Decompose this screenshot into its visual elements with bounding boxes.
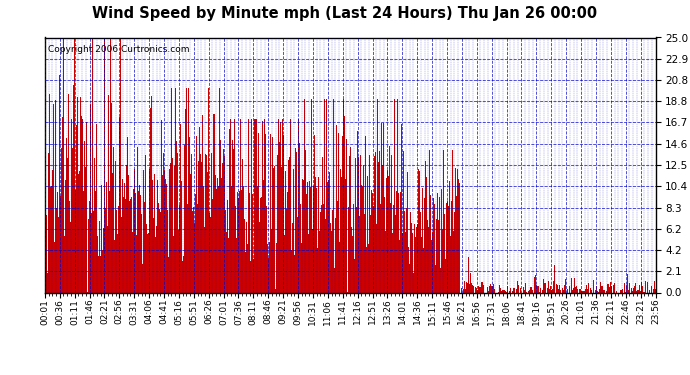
Text: Wind Speed by Minute mph (Last 24 Hours) Thu Jan 26 00:00: Wind Speed by Minute mph (Last 24 Hours)…	[92, 6, 598, 21]
Text: Copyright 2006 Curtronics.com: Copyright 2006 Curtronics.com	[48, 45, 189, 54]
